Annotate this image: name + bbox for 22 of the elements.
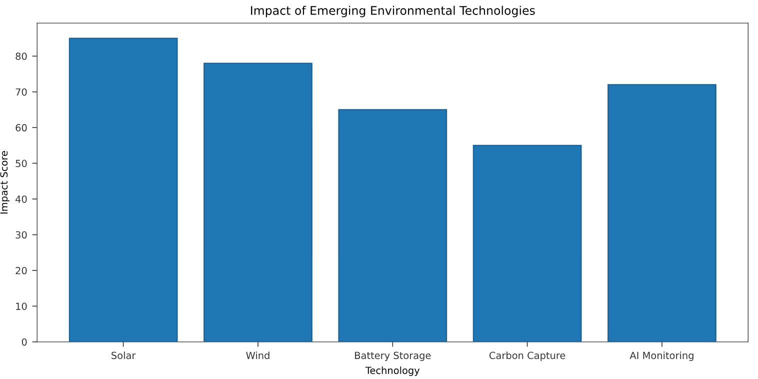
y-tick-label: 0 <box>22 338 27 346</box>
y-tick-label: 20 <box>16 266 27 274</box>
y-tick-label: 50 <box>16 160 27 168</box>
x-tick-label: Battery Storage <box>355 352 431 361</box>
x-tick-label: Wind <box>246 352 270 360</box>
y-tick-label: 60 <box>16 124 27 132</box>
chart-title: Impact of Emerging Environmental Technologies <box>251 6 535 18</box>
bar <box>472 144 582 342</box>
x-axis-title: Technology <box>365 366 420 376</box>
y-tick-label: 80 <box>16 52 27 60</box>
y-tick-label: 30 <box>16 231 27 239</box>
x-tick-label: Solar <box>112 352 136 360</box>
bar <box>338 109 448 342</box>
y-tick-label: 40 <box>16 195 27 203</box>
bar <box>204 62 312 342</box>
y-tick-label: 10 <box>16 302 27 310</box>
x-tick-label: AI Monitoring <box>630 352 694 361</box>
y-tick-label: 70 <box>16 88 27 96</box>
y-axis-title: Impact Score <box>0 151 10 214</box>
x-tick-label: Carbon Capture <box>489 352 566 361</box>
bar <box>608 84 716 342</box>
bar <box>68 38 178 342</box>
